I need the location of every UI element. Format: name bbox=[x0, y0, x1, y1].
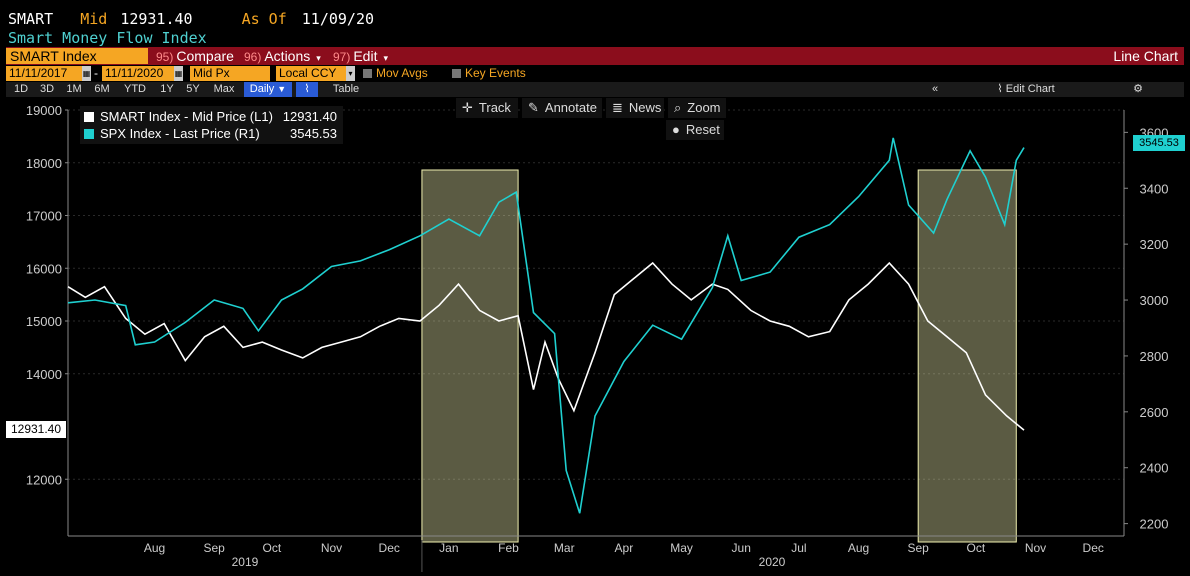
x-tick-label: Oct bbox=[263, 541, 282, 555]
x-tick-label: Apr bbox=[615, 541, 634, 555]
y-left-tick-label: 18000 bbox=[26, 156, 62, 171]
price-value: 12931.40 bbox=[120, 10, 193, 28]
x-tick-label: Aug bbox=[144, 541, 165, 555]
line-chart-icon[interactable]: ⌇ bbox=[296, 82, 318, 97]
magnifier-icon: ⌕ bbox=[674, 100, 682, 115]
crosshair-icon: ✛ bbox=[462, 100, 473, 115]
price-label: Mid bbox=[80, 10, 108, 28]
title-bar: SMART Mid 12931.40 As Of 11/09/20 bbox=[8, 10, 374, 30]
x-tick-label: Sep bbox=[908, 541, 930, 555]
legend-item-spx[interactable]: SPX Index - Last Price (R1) 3545.53 bbox=[84, 125, 339, 142]
end-date-field[interactable]: 11/11/2020 bbox=[102, 66, 174, 81]
x-tick-label: Jun bbox=[732, 541, 751, 555]
ticker: SMART bbox=[8, 10, 54, 28]
last-value-left: 12931.40 bbox=[6, 421, 66, 438]
period-5y[interactable]: 5Y bbox=[186, 83, 200, 95]
annotate-button[interactable]: ✎ Annotate bbox=[522, 98, 602, 118]
y-right-tick-label: 2200 bbox=[1140, 517, 1169, 532]
legend-swatch bbox=[84, 129, 94, 139]
chart-legend: SMART Index - Mid Price (L1) 12931.40 SPX… bbox=[80, 106, 343, 144]
period-1y[interactable]: 1Y bbox=[160, 83, 174, 95]
chevron-down-icon: ▾ bbox=[383, 53, 388, 63]
y-left-tick-label: 14000 bbox=[26, 367, 62, 382]
highlight-band bbox=[421, 169, 519, 543]
date-range-bar: 11/11/2017 ▦ - 11/11/2020 ▦ Mid Px Local… bbox=[6, 66, 1184, 82]
legend-item-smart[interactable]: SMART Index - Mid Price (L1) 12931.40 bbox=[84, 108, 339, 125]
x-year-label: 2019 bbox=[232, 555, 259, 569]
y-right-tick-label: 3200 bbox=[1140, 237, 1169, 252]
mov-avgs-label: Mov Avgs bbox=[376, 66, 428, 80]
gear-icon[interactable]: ⚙ bbox=[1133, 83, 1143, 95]
chevron-down-icon[interactable]: ▾ bbox=[346, 66, 355, 81]
compare-button[interactable]: 95) Compare bbox=[156, 48, 234, 64]
y-right-tick-label: 3000 bbox=[1140, 293, 1169, 308]
period-6m[interactable]: 6M bbox=[94, 83, 110, 95]
y-left-tick-label: 12000 bbox=[26, 472, 62, 487]
x-tick-label: Jul bbox=[791, 541, 806, 555]
currency-select[interactable]: Local CCY bbox=[276, 66, 346, 81]
reset-icon: ● bbox=[672, 122, 680, 137]
edit-button[interactable]: 97) Edit ▾ bbox=[333, 48, 388, 64]
x-year-label: 2020 bbox=[759, 555, 786, 569]
period-bar: 1D 3D 1M 6M YTD 1Y 5Y Max Daily ▼ ⌇ Tabl… bbox=[6, 82, 1184, 97]
news-icon: ≣ bbox=[612, 100, 623, 115]
x-tick-label: Nov bbox=[1025, 541, 1046, 555]
x-tick-label: Aug bbox=[848, 541, 869, 555]
pencil-icon: ✎ bbox=[528, 100, 539, 115]
asof-date: 11/09/20 bbox=[301, 10, 375, 28]
line-chart: 12000 14000 15000 16000 17000 18000 19000 2200 2… bbox=[26, 103, 1169, 572]
chevron-down-icon: ▼ bbox=[277, 84, 287, 94]
chart-type-label[interactable]: Line Chart bbox=[1113, 48, 1178, 64]
series-line-smart bbox=[67, 261, 1025, 431]
field-select[interactable]: Mid Px bbox=[190, 66, 270, 81]
index-subtitle: Smart Money Flow Index bbox=[8, 29, 207, 47]
period-max[interactable]: Max bbox=[213, 83, 235, 95]
mov-avgs-checkbox[interactable] bbox=[363, 69, 372, 78]
y-left-tick-label: 16000 bbox=[26, 261, 62, 276]
zoom-button[interactable]: ⌕ Zoom bbox=[668, 98, 726, 118]
security-field[interactable]: SMART Index bbox=[6, 48, 148, 64]
key-events-checkbox[interactable] bbox=[452, 69, 461, 78]
period-3d[interactable]: 3D bbox=[39, 83, 55, 95]
edit-chart-button[interactable]: ⌇ Edit Chart bbox=[997, 83, 1055, 95]
legend-swatch bbox=[84, 112, 94, 122]
x-tick-label: Jan bbox=[439, 541, 458, 555]
x-tick-label: Dec bbox=[379, 541, 400, 555]
last-value-right: 3545.53 bbox=[1133, 135, 1185, 151]
table-button[interactable]: Table bbox=[332, 83, 360, 95]
chevron-down-icon: ▾ bbox=[316, 53, 321, 63]
key-events-label: Key Events bbox=[465, 66, 526, 80]
y-right-tick-label: 3400 bbox=[1140, 181, 1169, 196]
y-left-tick-label: 19000 bbox=[26, 103, 62, 118]
y-right-tick-label: 2600 bbox=[1140, 405, 1169, 420]
y-left-tick-label: 15000 bbox=[26, 314, 62, 329]
period-1m[interactable]: 1M bbox=[66, 83, 82, 95]
x-tick-label: Nov bbox=[321, 541, 342, 555]
x-tick-label: Dec bbox=[1083, 541, 1104, 555]
collapse-icon[interactable]: « bbox=[931, 83, 939, 95]
calendar-icon[interactable]: ▦ bbox=[82, 66, 91, 81]
x-tick-label: Oct bbox=[967, 541, 986, 555]
x-tick-label: May bbox=[670, 541, 693, 555]
y-left-tick-label: 17000 bbox=[26, 209, 62, 224]
reset-button[interactable]: ● Reset bbox=[666, 120, 724, 140]
start-date-field[interactable]: 11/11/2017 bbox=[6, 66, 82, 81]
period-1d[interactable]: 1D bbox=[13, 83, 29, 95]
x-tick-label: Sep bbox=[204, 541, 226, 555]
x-tick-label: Mar bbox=[554, 541, 575, 555]
asof-label: As Of bbox=[241, 10, 287, 28]
calendar-icon[interactable]: ▦ bbox=[174, 66, 183, 81]
x-tick-label: Feb bbox=[498, 541, 519, 555]
function-bar: SMART Index 95) Compare 96) Actions ▾ 97) Ed… bbox=[6, 47, 1184, 65]
y-right-tick-label: 2800 bbox=[1140, 349, 1169, 364]
y-right-tick-label: 2400 bbox=[1140, 461, 1169, 476]
actions-button[interactable]: 96) Actions ▾ bbox=[244, 48, 321, 64]
news-button[interactable]: ≣ News bbox=[606, 98, 664, 118]
track-button[interactable]: ✛ Track bbox=[456, 98, 518, 118]
frequency-select[interactable]: Daily ▼ bbox=[244, 82, 292, 97]
series-line-spx bbox=[67, 137, 1025, 514]
edit-icon: ⌇ bbox=[997, 83, 1003, 95]
period-ytd[interactable]: YTD bbox=[124, 83, 146, 95]
